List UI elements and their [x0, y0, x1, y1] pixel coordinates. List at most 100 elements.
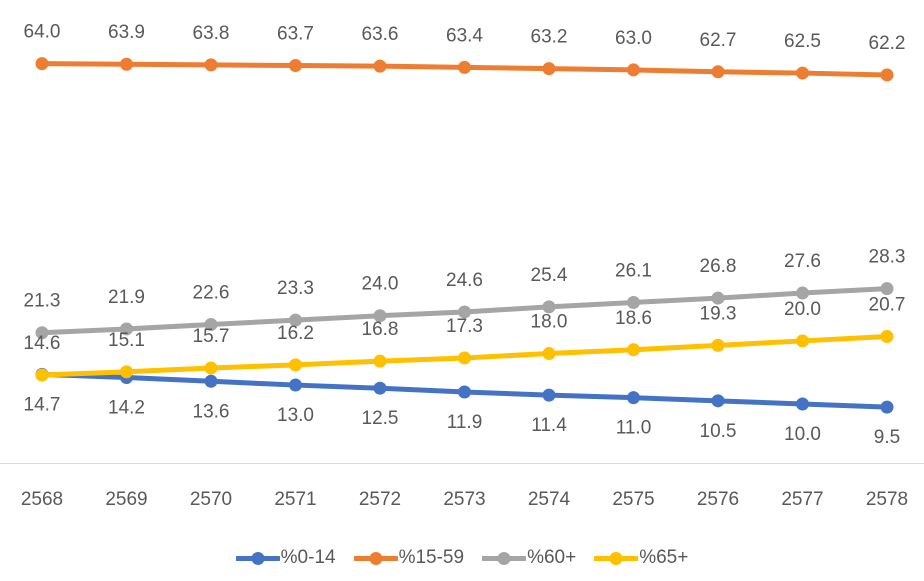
data-label: 13.6 [193, 401, 230, 422]
data-point [627, 391, 640, 405]
data-label: 16.2 [277, 323, 314, 344]
data-label: 64.0 [24, 22, 61, 43]
data-point [796, 66, 809, 80]
data-label: 63.9 [108, 22, 145, 43]
data-point [458, 351, 471, 365]
data-point [204, 58, 218, 72]
data-point [120, 57, 133, 71]
x-axis-label: 2570 [190, 489, 232, 510]
data-label: 63.8 [193, 23, 230, 44]
data-label: 63.2 [531, 27, 568, 48]
legend-item-pct60plus: %60+ [482, 547, 576, 569]
chart-legend: %0-14 %15-59 %60+ %65+ [0, 544, 924, 572]
legend-marker-icon [353, 551, 398, 565]
data-label: 28.3 [869, 247, 906, 268]
data-label: 62.2 [869, 33, 906, 54]
data-point [627, 63, 640, 77]
data-label: 24.6 [446, 270, 483, 291]
data-label: 21.9 [108, 287, 145, 308]
data-label: 63.4 [446, 25, 483, 46]
data-point [711, 394, 725, 408]
x-axis-label: 2568 [21, 489, 63, 510]
legend-item-pct65plus: %65+ [594, 547, 688, 569]
data-label: 20.0 [784, 299, 821, 320]
data-label: 14.6 [24, 333, 61, 354]
data-label: 18.0 [531, 312, 568, 333]
data-point [542, 62, 556, 76]
x-axis-label: 2574 [528, 489, 571, 510]
data-label: 19.3 [700, 303, 737, 324]
data-label: 63.6 [362, 24, 399, 45]
data-label: 63.7 [277, 23, 314, 44]
legend-marker-icon [235, 551, 280, 565]
legend-label: %15-59 [398, 547, 465, 568]
x-axis-label: 2572 [359, 489, 401, 510]
data-point [796, 397, 809, 411]
data-point [796, 286, 809, 300]
data-label: 11.9 [447, 412, 483, 433]
data-point [880, 282, 894, 296]
data-point [289, 58, 302, 72]
legend-item-pct15-59: %15-59 [353, 547, 465, 569]
data-label: 26.8 [700, 256, 737, 277]
data-label: 10.5 [700, 421, 737, 442]
legend-label: %0-14 [280, 547, 336, 568]
data-label: 11.4 [531, 415, 567, 436]
data-point [880, 400, 894, 414]
data-point [120, 322, 133, 336]
data-label: 14.7 [24, 394, 61, 415]
data-label: 63.0 [615, 28, 652, 49]
data-point [35, 57, 49, 71]
data-label: 25.4 [531, 265, 568, 286]
data-label: 24.0 [362, 274, 399, 295]
data-label: 15.7 [193, 326, 230, 347]
data-point [711, 65, 725, 79]
legend-marker-icon [594, 551, 639, 565]
data-point [204, 361, 218, 375]
data-point [373, 354, 387, 368]
data-label: 14.2 [108, 397, 145, 418]
legend-label: %60+ [527, 547, 577, 568]
data-point [289, 378, 302, 392]
data-label: 27.6 [784, 251, 821, 272]
data-label: 18.6 [615, 308, 652, 329]
data-label: 21.3 [24, 291, 61, 312]
data-point [458, 305, 471, 319]
data-point [373, 59, 387, 73]
data-point [880, 68, 894, 82]
x-axis-label: 2573 [443, 489, 485, 510]
data-label: 20.7 [869, 295, 906, 316]
data-label: 9.5 [874, 427, 900, 448]
data-label: 22.6 [193, 283, 230, 304]
data-point [35, 326, 49, 340]
legend-marker-icon [482, 551, 527, 565]
legend-item-pct0-14: %0-14 [235, 547, 336, 569]
x-axis-label: 2576 [697, 489, 739, 510]
data-point [204, 318, 218, 332]
data-point [35, 368, 49, 382]
data-point [542, 300, 556, 314]
data-point [120, 365, 133, 379]
data-point [711, 338, 725, 352]
x-axis-label: 2575 [612, 489, 654, 510]
data-point [880, 330, 894, 344]
data-label: 62.5 [784, 31, 821, 52]
data-point [373, 381, 387, 395]
legend-label: %65+ [639, 547, 689, 568]
data-point [627, 295, 640, 309]
data-point [542, 347, 556, 361]
data-label: 23.3 [277, 278, 314, 299]
x-axis-label: 2577 [781, 489, 823, 510]
data-point [627, 343, 640, 357]
data-point [458, 385, 471, 399]
data-point [289, 313, 302, 327]
data-label: 11.0 [616, 418, 652, 439]
data-label: 15.1 [108, 330, 145, 351]
data-point [458, 60, 471, 74]
x-axis-label: 2569 [105, 489, 147, 510]
data-point [796, 334, 809, 348]
x-axis-label: 2578 [866, 489, 908, 510]
data-label: 26.1 [615, 260, 652, 281]
data-point [289, 358, 302, 372]
